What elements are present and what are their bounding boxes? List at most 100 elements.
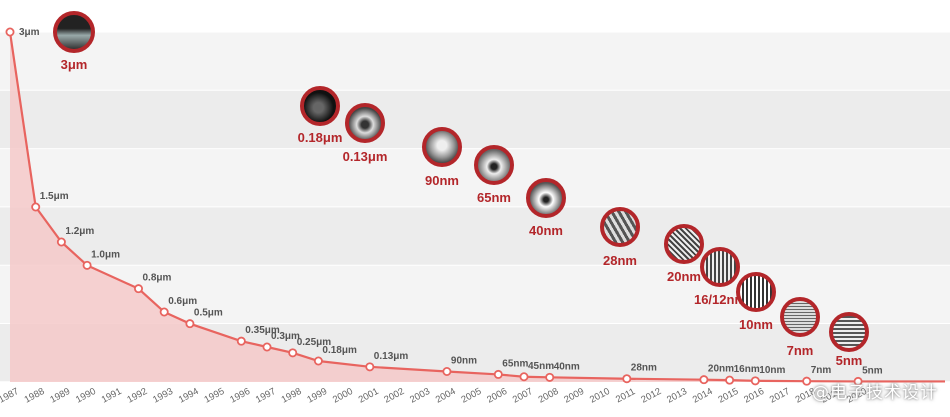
data-label: 40nm <box>554 361 580 372</box>
x-tick-label: 1994 <box>177 386 201 406</box>
chip-structure-7nm-icon <box>780 297 820 337</box>
badge-label: 0.13μm <box>342 149 388 164</box>
x-tick-label: 1996 <box>228 386 252 406</box>
x-tick-label: 2007 <box>511 386 535 406</box>
data-label: 1.0μm <box>91 249 120 260</box>
x-tick-label: 2006 <box>485 386 509 406</box>
data-point <box>365 362 375 372</box>
data-label: 20nm <box>708 364 734 375</box>
data-point <box>750 376 760 386</box>
data-point <box>519 372 529 382</box>
data-point <box>699 375 709 385</box>
data-label: 90nm <box>451 356 477 367</box>
badge-label: 40nm <box>529 223 563 238</box>
x-tick-label: 1992 <box>125 386 149 406</box>
x-tick-label: 2010 <box>588 386 612 406</box>
x-tick-label: 2001 <box>357 386 381 406</box>
x-tick-label: 2004 <box>434 386 458 406</box>
badge-label: 65nm <box>477 190 511 205</box>
data-point <box>853 376 863 386</box>
x-tick-label: 2016 <box>742 386 766 406</box>
badge-label: 16/12nm <box>693 292 747 307</box>
data-label: 16nm <box>734 364 760 375</box>
x-tick-label: 1998 <box>280 386 304 406</box>
watermark: @电子技术设计 <box>812 383 938 403</box>
data-label: 7nm <box>811 365 832 376</box>
x-tick-label: 1990 <box>74 386 98 406</box>
data-point <box>5 27 15 37</box>
x-tick-label: 1989 <box>48 386 72 406</box>
data-label: 5nm <box>862 365 883 376</box>
grid-band <box>0 90 950 149</box>
data-label: 45nm <box>528 361 554 372</box>
x-tick-label: 2017 <box>768 386 792 406</box>
data-label: 10nm <box>759 365 785 376</box>
data-point <box>31 202 41 212</box>
data-label: 1.2μm <box>65 226 94 237</box>
data-point <box>56 237 66 247</box>
x-tick-label: 2009 <box>562 386 586 406</box>
badge-label: 20nm <box>667 269 701 284</box>
data-label: 0.13μm <box>374 351 409 362</box>
x-tick-label: 2000 <box>331 386 355 406</box>
x-tick-label: 2005 <box>460 386 484 406</box>
data-label: 3μm <box>19 27 40 38</box>
data-point <box>236 336 246 346</box>
x-tick-label: 1987 <box>0 386 21 406</box>
data-point <box>159 307 169 317</box>
data-label: 0.5μm <box>194 308 223 319</box>
chip-structure-16-12nm-icon <box>700 247 740 287</box>
badge-label: 90nm <box>425 173 459 188</box>
x-tick-label: 1993 <box>151 386 175 406</box>
area-fill <box>10 32 945 382</box>
badge-label: 3μm <box>60 57 88 72</box>
x-tick-label: 1997 <box>254 386 278 406</box>
badge-label: 10nm <box>739 317 773 332</box>
data-point <box>82 260 92 270</box>
x-tick-label: 2015 <box>717 386 741 406</box>
x-tick-label: 2003 <box>408 386 432 406</box>
chip-structure-90nm-icon <box>422 127 462 167</box>
chip-structure-5nm-icon <box>829 312 869 352</box>
x-tick-label: 2014 <box>691 386 715 406</box>
data-label: 0.3μm <box>271 331 300 342</box>
data-point <box>802 376 812 386</box>
data-point <box>442 366 452 376</box>
x-tick-label: 2002 <box>382 386 406 406</box>
data-label: 0.35μm <box>245 325 280 336</box>
chip-structure-65nm-icon <box>474 145 514 185</box>
x-tick-label: 2011 <box>614 386 637 405</box>
data-label: 0.18μm <box>322 345 357 356</box>
x-tick-label: 1991 <box>100 386 124 406</box>
grid-band <box>0 206 950 266</box>
chip-structure-3um-icon <box>53 11 95 53</box>
x-tick-label: 2012 <box>639 386 663 406</box>
x-tick-label: 2008 <box>537 386 561 406</box>
data-point <box>313 356 323 366</box>
chip-structure-20nm-icon <box>664 224 704 264</box>
data-point <box>133 284 143 294</box>
badge-label: 28nm <box>603 253 637 268</box>
grid-band <box>0 32 950 91</box>
data-point <box>622 374 632 384</box>
chip-structure-28nm-icon <box>600 207 640 247</box>
data-label: 28nm <box>631 363 657 374</box>
chip-structure-10nm-icon <box>736 272 776 312</box>
x-tick-label: 1999 <box>305 386 329 406</box>
chip-structure-0.13um-icon <box>345 103 385 143</box>
badge-label: 5nm <box>835 353 863 368</box>
data-point <box>288 348 298 358</box>
x-tick-label: 1995 <box>203 386 227 406</box>
data-point <box>493 369 503 379</box>
data-point <box>545 372 555 382</box>
data-point <box>262 342 272 352</box>
data-label: 65nm <box>502 358 528 369</box>
data-label: 0.6μm <box>168 296 197 307</box>
badge-label: 0.18μm <box>297 130 343 145</box>
x-tick-label: 2013 <box>665 386 689 406</box>
chip-structure-40nm-icon <box>526 178 566 218</box>
data-point <box>725 375 735 385</box>
data-label: 1.5μm <box>40 191 69 202</box>
x-tick-label: 1988 <box>23 386 47 406</box>
